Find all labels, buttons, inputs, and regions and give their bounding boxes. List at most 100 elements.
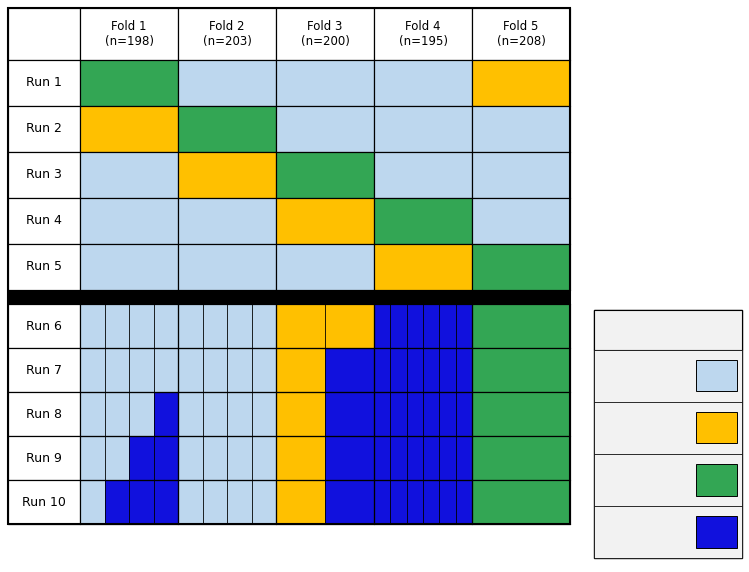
Bar — [80, 304, 178, 348]
Bar — [390, 304, 407, 348]
Bar — [374, 304, 472, 348]
Bar — [80, 436, 178, 480]
Bar — [455, 392, 472, 436]
Text: Run 4: Run 4 — [26, 214, 62, 228]
Bar — [472, 60, 570, 106]
Bar — [227, 436, 252, 480]
Bar — [80, 348, 105, 392]
Bar — [80, 392, 178, 436]
Bar — [374, 392, 472, 436]
Bar — [129, 392, 154, 436]
Bar — [407, 436, 423, 480]
Bar — [325, 392, 374, 436]
Bar — [276, 392, 374, 436]
Text: Run 1: Run 1 — [26, 77, 62, 89]
Bar — [8, 152, 80, 198]
Bar — [252, 304, 276, 348]
Bar — [472, 436, 570, 480]
Bar — [252, 392, 276, 436]
Bar — [276, 8, 374, 60]
Bar — [407, 392, 423, 436]
Bar — [276, 198, 374, 244]
Bar — [80, 152, 178, 198]
Bar — [374, 348, 390, 392]
Bar — [178, 8, 276, 60]
Bar — [80, 348, 178, 392]
Bar — [252, 436, 276, 480]
Bar — [374, 392, 390, 436]
Bar — [8, 60, 80, 106]
Bar — [276, 60, 374, 106]
Bar — [252, 348, 276, 392]
Bar — [374, 8, 472, 60]
Bar — [390, 392, 407, 436]
Bar — [178, 392, 202, 436]
Bar — [276, 436, 374, 480]
Bar — [178, 152, 276, 198]
Bar — [472, 480, 570, 524]
Bar — [105, 304, 129, 348]
Bar — [8, 290, 570, 304]
Bar — [696, 412, 737, 443]
Bar — [276, 392, 325, 436]
Bar — [227, 480, 252, 524]
Bar — [178, 304, 202, 348]
Bar — [252, 480, 276, 524]
Text: Not Used: Not Used — [623, 526, 677, 538]
Text: Run 7: Run 7 — [26, 363, 62, 376]
Bar — [440, 392, 455, 436]
Bar — [129, 480, 154, 524]
Bar — [80, 198, 178, 244]
Bar — [374, 436, 390, 480]
Text: Fold 2
(n=203): Fold 2 (n=203) — [202, 20, 252, 48]
Bar — [374, 198, 472, 244]
Bar — [276, 304, 325, 348]
Bar — [202, 304, 227, 348]
Bar — [374, 106, 472, 152]
Bar — [276, 480, 325, 524]
Text: Legend: Legend — [640, 323, 695, 336]
Bar — [374, 152, 472, 198]
Bar — [80, 8, 178, 60]
Bar — [8, 348, 80, 392]
Bar — [8, 392, 80, 436]
Bar — [80, 392, 105, 436]
Bar — [374, 480, 390, 524]
Bar — [178, 436, 202, 480]
Bar — [325, 436, 374, 480]
Bar — [154, 480, 178, 524]
Bar — [407, 348, 423, 392]
Bar — [227, 348, 252, 392]
Text: Training: Training — [627, 369, 674, 382]
Bar — [374, 436, 472, 480]
Bar — [8, 8, 570, 524]
Bar — [455, 436, 472, 480]
Bar — [80, 244, 178, 290]
Bar — [390, 480, 407, 524]
Bar — [105, 436, 129, 480]
Bar — [80, 60, 178, 106]
Bar — [80, 480, 105, 524]
Bar — [276, 480, 374, 524]
Bar — [325, 480, 374, 524]
Bar — [8, 8, 80, 60]
Bar — [276, 304, 374, 348]
Bar — [472, 106, 570, 152]
Bar — [178, 436, 276, 480]
Bar — [154, 436, 178, 480]
Bar — [178, 480, 276, 524]
Bar — [276, 152, 374, 198]
Bar — [227, 392, 252, 436]
Bar — [440, 480, 455, 524]
Text: Validation: Validation — [621, 422, 679, 434]
Bar — [440, 436, 455, 480]
Bar — [202, 436, 227, 480]
Bar — [80, 106, 178, 152]
Bar — [178, 244, 276, 290]
Text: Run 10: Run 10 — [22, 495, 66, 509]
Bar — [178, 106, 276, 152]
Text: Run 2: Run 2 — [26, 122, 62, 136]
Bar — [276, 244, 374, 290]
Bar — [227, 304, 252, 348]
Text: Run 8: Run 8 — [26, 407, 62, 420]
